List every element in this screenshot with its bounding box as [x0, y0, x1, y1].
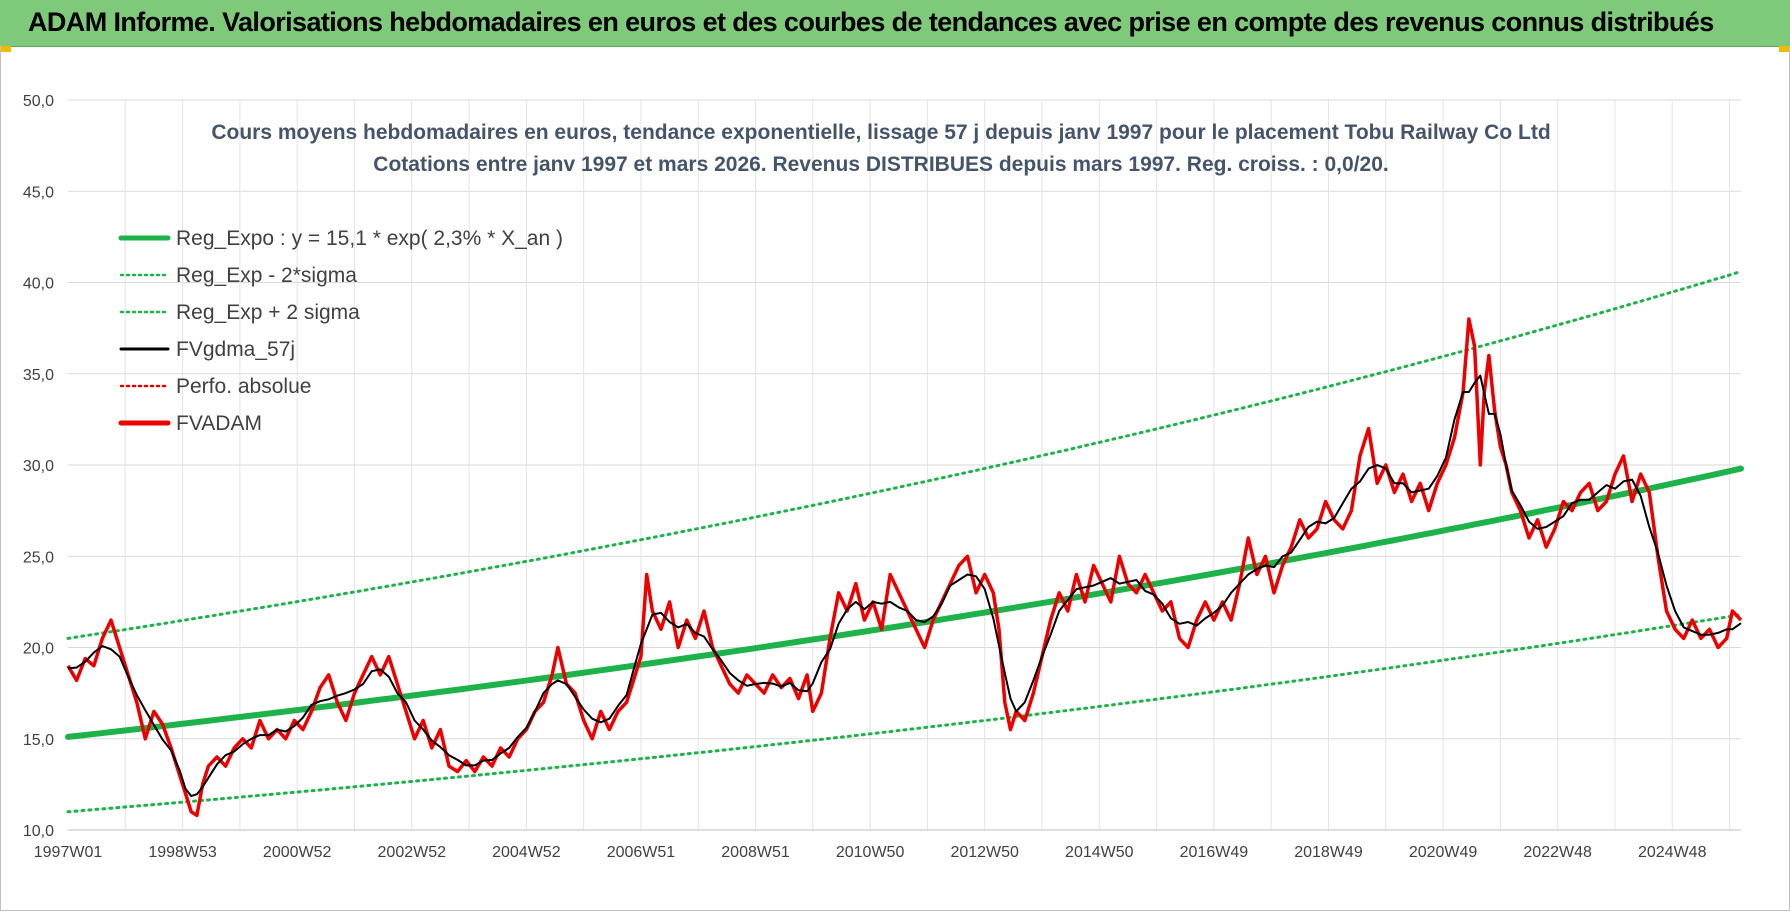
y-tick-label: 45,0 — [23, 184, 54, 201]
x-tick-label: 2010W50 — [836, 844, 905, 861]
x-tick-label: 2024W48 — [1638, 844, 1707, 861]
series-reg-minus-2sigma — [66, 613, 1743, 814]
x-tick-label: 2006W51 — [607, 844, 676, 861]
y-tick-label: 20,0 — [23, 641, 54, 658]
legend-label: Reg_Expo : y = 15,1 * exp( 2,3% * X_an ) — [176, 227, 563, 250]
series-fvadam — [66, 317, 1743, 818]
y-tick-label: 30,0 — [23, 458, 54, 475]
legend-label: FVADAM — [176, 412, 262, 435]
banner-title: ADAM Informe. Valorisations hebdomadaire… — [28, 7, 1714, 37]
x-tick-label: 2014W50 — [1065, 844, 1134, 861]
x-tick-label: 2018W49 — [1294, 844, 1363, 861]
x-tick-label: 2004W52 — [492, 844, 561, 861]
y-tick-label: 25,0 — [23, 549, 54, 566]
legend: Reg_Expo : y = 15,1 * exp( 2,3% * X_an )… — [118, 227, 563, 435]
y-tick-label: 40,0 — [23, 276, 54, 293]
x-tick-label: 2008W51 — [721, 844, 790, 861]
series-reg-plus-2sigma — [66, 270, 1743, 640]
x-tick-label: 2022W48 — [1523, 844, 1592, 861]
legend-label: Reg_Exp - 2*sigma — [176, 264, 357, 287]
chart-title-line2: Cotations entre janv 1997 et mars 2026. … — [373, 153, 1388, 176]
legend-label: FVgdma_57j — [176, 338, 295, 361]
report-banner: ADAM Informe. Valorisations hebdomadaire… — [0, 0, 1790, 47]
y-tick-label: 15,0 — [23, 732, 54, 749]
series-fvgdma-57j — [67, 374, 1742, 798]
x-tick-label: 2020W49 — [1409, 844, 1478, 861]
corner-marker — [1, 46, 11, 52]
chart-frame: 10,0 15,0 20,0 25,0 30,0 35,0 40,0 45,0 50,0 199… — [0, 46, 1790, 911]
y-tick-label: 10,0 — [23, 823, 54, 840]
x-tick-label: 2016W49 — [1180, 844, 1249, 861]
x-tick-label: 2012W50 — [950, 844, 1019, 861]
chart-title-line1: Cours moyens hebdomadaires en euros, ten… — [211, 121, 1550, 144]
grid-lines — [68, 99, 1741, 831]
y-axis: 10,0 15,0 20,0 25,0 30,0 35,0 40,0 45,0 50,0 — [23, 93, 54, 840]
y-tick-label: 35,0 — [23, 367, 54, 384]
series-reg-expo — [65, 465, 1744, 740]
x-tick-label: 1997W01 — [34, 844, 103, 861]
series-layer — [65, 270, 1744, 818]
y-tick-label: 50,0 — [23, 93, 54, 110]
x-tick-label: 1998W53 — [148, 844, 217, 861]
x-tick-label: 2002W52 — [378, 844, 447, 861]
chart-plot: 10,0 15,0 20,0 25,0 30,0 35,0 40,0 45,0 50,0 199… — [23, 93, 1744, 861]
legend-label: Reg_Exp + 2 sigma — [176, 301, 360, 324]
x-axis: 1997W01 1998W53 2000W52 2002W52 2004W52 2006W… — [34, 829, 1741, 861]
legend-label: Perfo. absolue — [176, 375, 311, 398]
x-tick-label: 2000W52 — [263, 844, 332, 861]
corner-marker — [1779, 46, 1789, 52]
